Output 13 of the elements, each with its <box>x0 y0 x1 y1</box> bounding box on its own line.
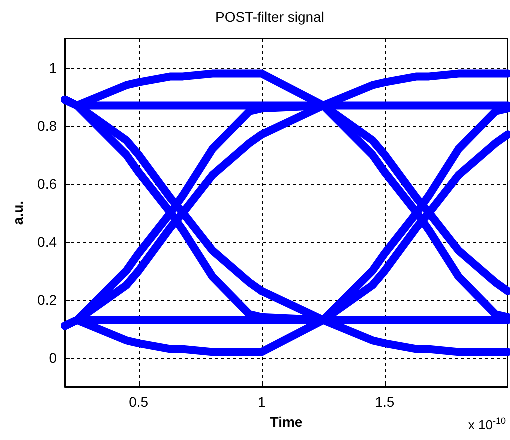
y-tick-label: 0.6 <box>38 176 58 192</box>
y-tick-label: 0.8 <box>38 118 58 134</box>
x-tick-label: 1.5 <box>375 394 395 410</box>
text: x 10$^{-10}$ <box>468 416 506 432</box>
x-tick-label: 0.5 <box>129 394 149 410</box>
y-tick-label: 0.4 <box>38 234 58 250</box>
chart-title: POST-filter signal <box>216 9 324 25</box>
x-axis-title: Time <box>270 414 303 430</box>
y-tick-label: 0 <box>49 350 58 366</box>
y-tick-label: 1 <box>49 60 58 76</box>
x-tick-label: 1 <box>258 394 266 410</box>
y-tick-label: 0.2 <box>38 292 58 308</box>
y-axis-title: a.u. <box>10 200 26 226</box>
